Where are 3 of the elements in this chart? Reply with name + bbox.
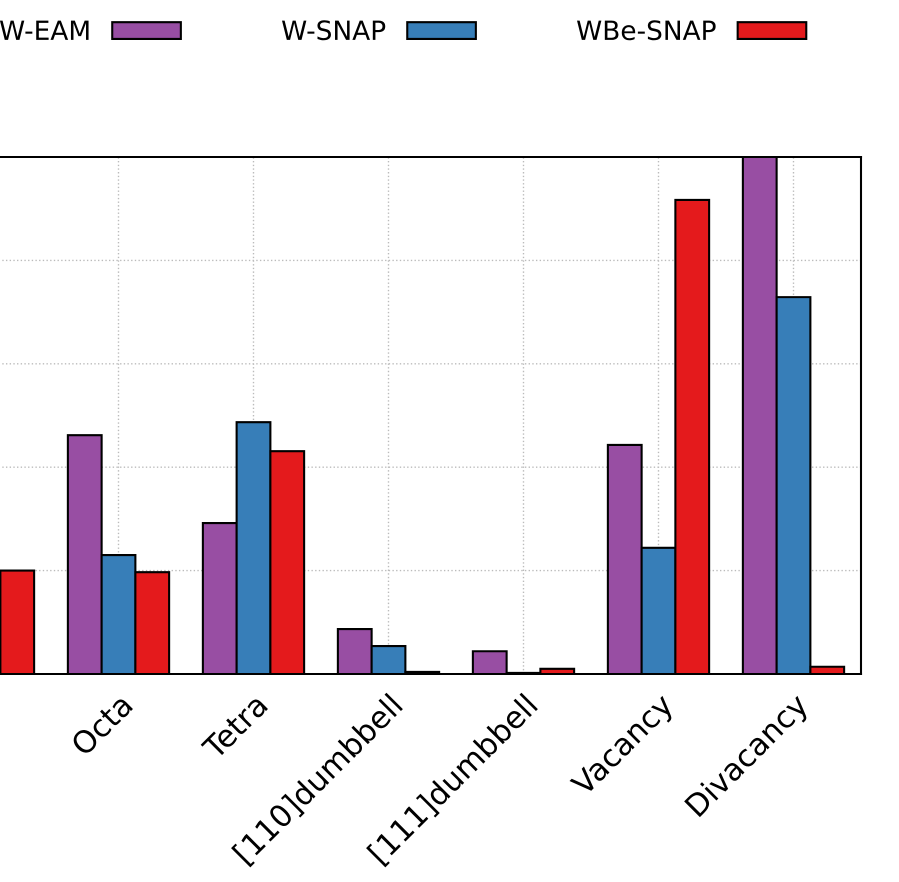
legend-label: W-EAM bbox=[0, 20, 89, 40]
legend-label: W-SNAP bbox=[282, 20, 386, 40]
legend-label: WBe-SNAP bbox=[577, 20, 716, 40]
